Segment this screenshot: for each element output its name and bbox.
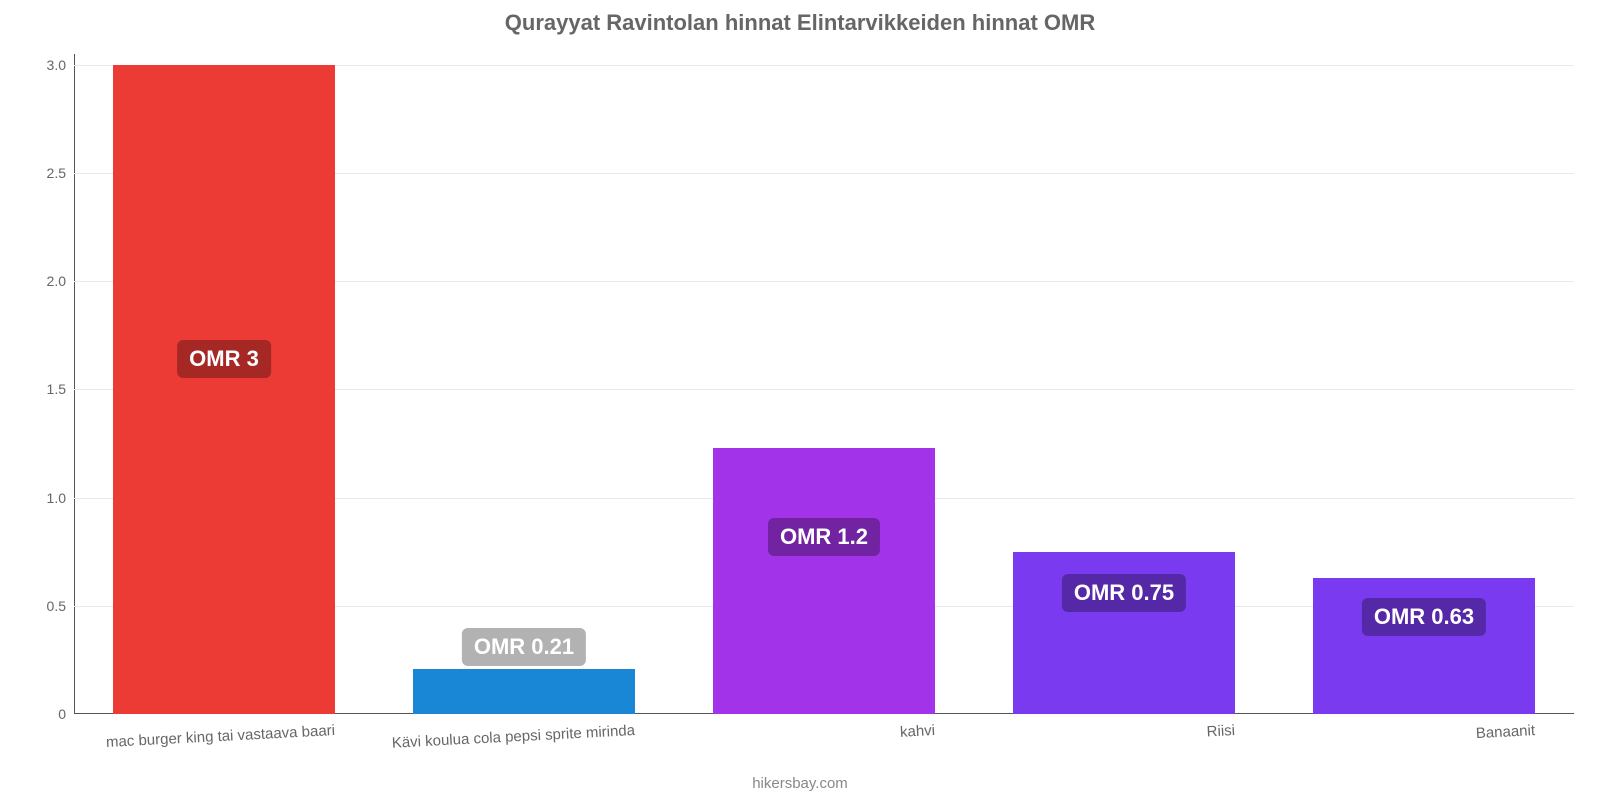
x-axis-label: kahvi [900, 722, 936, 741]
x-axis-label: Kävi koulua cola pepsi sprite mirinda [391, 722, 635, 752]
value-label: OMR 1.2 [768, 518, 880, 556]
value-label: OMR 0.63 [1362, 598, 1486, 636]
attribution-text: hikersbay.com [0, 775, 1600, 792]
value-label: OMR 0.75 [1062, 574, 1186, 612]
plot-area: OMR 3 OMR 0.21 OMR 1.2 OMR 0.75 OMR 0.63 [74, 54, 1574, 714]
bar [113, 65, 335, 714]
y-axis-line [74, 54, 75, 714]
y-tick-label: 2.0 [47, 273, 66, 289]
y-tick-label: 0.5 [47, 598, 66, 614]
value-label: OMR 0.21 [462, 628, 586, 666]
y-tick-label: 1.5 [47, 381, 66, 397]
y-tick-label: 1.0 [47, 490, 66, 506]
x-axis-label: mac burger king tai vastaava baari [106, 722, 336, 751]
chart-title: Qurayyat Ravintolan hinnat Elintarvikkei… [0, 10, 1600, 36]
y-tick-label: 2.5 [47, 165, 66, 181]
price-bar-chart: Qurayyat Ravintolan hinnat Elintarvikkei… [0, 0, 1600, 800]
x-axis-label: Banaanit [1475, 722, 1535, 742]
x-axis-label: Riisi [1206, 722, 1235, 740]
value-label: OMR 3 [177, 340, 271, 378]
y-tick-label: 3.0 [47, 57, 66, 73]
bar [413, 669, 635, 714]
x-axis-labels: mac burger king tai vastaava baari Kävi k… [74, 722, 1574, 762]
y-tick-label: 0 [58, 706, 66, 722]
bar [713, 448, 935, 714]
